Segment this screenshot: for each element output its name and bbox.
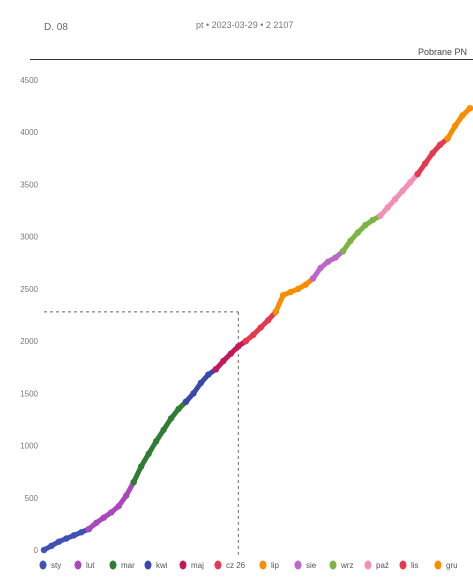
legend-marker [364, 560, 372, 570]
legend-label: sie [306, 561, 317, 570]
legend-label: cz 26 [226, 561, 246, 570]
y-tick-label: 3000 [20, 233, 38, 242]
data-point [123, 492, 130, 499]
legend-label: kwi [156, 561, 168, 570]
data-point [384, 204, 391, 211]
data-point [287, 288, 294, 296]
data-point [160, 426, 167, 434]
data-point [362, 221, 369, 229]
legend-marker [329, 560, 337, 570]
data-point [235, 343, 242, 350]
legend-label: lut [86, 561, 95, 570]
series-line [445, 105, 473, 141]
data-point [369, 216, 377, 224]
data-point [227, 350, 235, 357]
data-point [332, 254, 339, 261]
legend-label: sty [51, 561, 61, 570]
data-point [70, 532, 78, 539]
y-tick-label: 2000 [20, 337, 38, 346]
data-point [257, 324, 264, 331]
data-point [436, 141, 444, 148]
legend-label: lis [411, 561, 419, 570]
legend-marker [179, 560, 187, 570]
legend-marker [109, 560, 117, 570]
y-tick-label: 1000 [20, 442, 38, 451]
data-point [377, 212, 384, 219]
legend-marker [74, 560, 82, 570]
legend-marker [39, 560, 47, 570]
data-point [108, 509, 115, 516]
legend-label: lip [271, 561, 280, 570]
data-point [220, 357, 227, 365]
data-point [242, 337, 249, 345]
legend-marker [259, 560, 267, 570]
data-point [48, 542, 55, 550]
data-point [85, 525, 93, 533]
data-point [324, 258, 332, 265]
legend-label: paź [376, 561, 389, 570]
legend-label: maj [191, 561, 204, 570]
data-point [197, 379, 205, 387]
data-point [55, 538, 63, 545]
data-point [421, 160, 429, 167]
y-tick-label: 500 [25, 494, 39, 503]
data-point [115, 502, 122, 510]
data-point [459, 112, 466, 119]
data-point [309, 275, 317, 282]
header-left-label: D. 08 [44, 22, 68, 33]
data-point [145, 450, 152, 458]
data-point [272, 308, 279, 316]
header-divider [30, 59, 473, 60]
y-tick-label: 3500 [20, 180, 38, 189]
y-tick-label: 4500 [20, 76, 38, 85]
y-tick-label: 1500 [20, 389, 38, 398]
legend-label: wrz [340, 561, 353, 570]
data-point [399, 187, 406, 194]
data-point [279, 291, 287, 299]
data-point [429, 149, 436, 157]
data-point [63, 535, 70, 542]
data-point [212, 366, 220, 373]
data-point [339, 248, 347, 255]
header-right-label: Pobrane PN [418, 47, 468, 57]
data-point [250, 331, 257, 339]
data-point [190, 390, 197, 397]
data-point [317, 264, 324, 272]
data-point [182, 398, 190, 405]
data-point [466, 105, 473, 112]
data-point [167, 415, 175, 422]
y-tick-label: 4000 [20, 128, 38, 137]
data-point [414, 170, 421, 178]
data-point [392, 195, 399, 203]
data-point [137, 463, 145, 470]
data-point [302, 281, 309, 288]
data-point [40, 546, 48, 554]
series-line [131, 399, 189, 485]
data-point [152, 438, 160, 445]
legend-marker [294, 560, 302, 570]
data-point [175, 405, 182, 413]
legend-marker [434, 560, 442, 570]
data-point [444, 135, 451, 142]
data-point [78, 529, 85, 536]
data-point [451, 122, 459, 130]
data-point [407, 179, 414, 186]
data-point [347, 237, 354, 245]
data-point [205, 371, 212, 378]
header-center-label: pt • 2023-03-29 • 2 2107 [196, 20, 294, 30]
data-point [100, 514, 107, 521]
data-point [265, 317, 272, 324]
legend-marker [214, 560, 222, 570]
legend-marker [144, 560, 152, 570]
data-point [93, 519, 100, 527]
data-point [354, 229, 362, 236]
legend-marker [399, 560, 407, 570]
data-point [130, 478, 137, 486]
legend-label: mar [121, 561, 135, 570]
legend-label: gru [446, 561, 458, 570]
y-tick-label: 0 [34, 546, 39, 555]
data-point [294, 285, 302, 293]
y-tick-label: 2500 [20, 285, 38, 294]
